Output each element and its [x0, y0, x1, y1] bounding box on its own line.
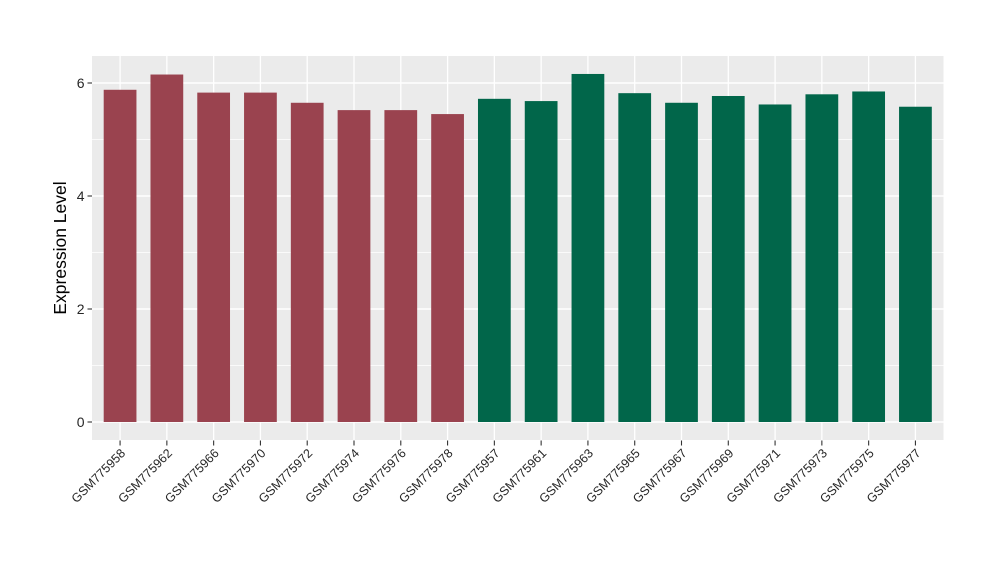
bar-GSM775978	[431, 114, 464, 422]
bar-GSM775975	[852, 91, 886, 422]
bar-GSM775972	[290, 102, 324, 423]
y-tick-label: 6	[77, 75, 85, 91]
y-axis-title: Expression Level	[50, 181, 70, 314]
bar-GSM775976	[384, 110, 418, 423]
y-tick-label: 4	[77, 188, 85, 204]
bar-GSM775967	[665, 102, 698, 423]
bar-GSM775963	[571, 73, 605, 423]
bar-GSM775961	[524, 101, 558, 422]
bar-GSM775958	[103, 89, 137, 422]
bar-GSM775973	[805, 94, 839, 423]
bar-GSM775971	[758, 104, 792, 422]
bar-GSM775966	[197, 92, 231, 422]
plot-panel	[92, 56, 944, 440]
bar-GSM775970	[244, 92, 277, 422]
bar-GSM775969	[711, 95, 745, 423]
bar-GSM775957	[477, 98, 511, 422]
bar-GSM775965	[618, 93, 652, 423]
y-tick-label: 0	[77, 414, 85, 430]
y-tick-label: 2	[77, 301, 85, 317]
bar-GSM775977	[899, 106, 932, 422]
bar-GSM775962	[150, 74, 184, 423]
bar-GSM775974	[337, 110, 371, 423]
